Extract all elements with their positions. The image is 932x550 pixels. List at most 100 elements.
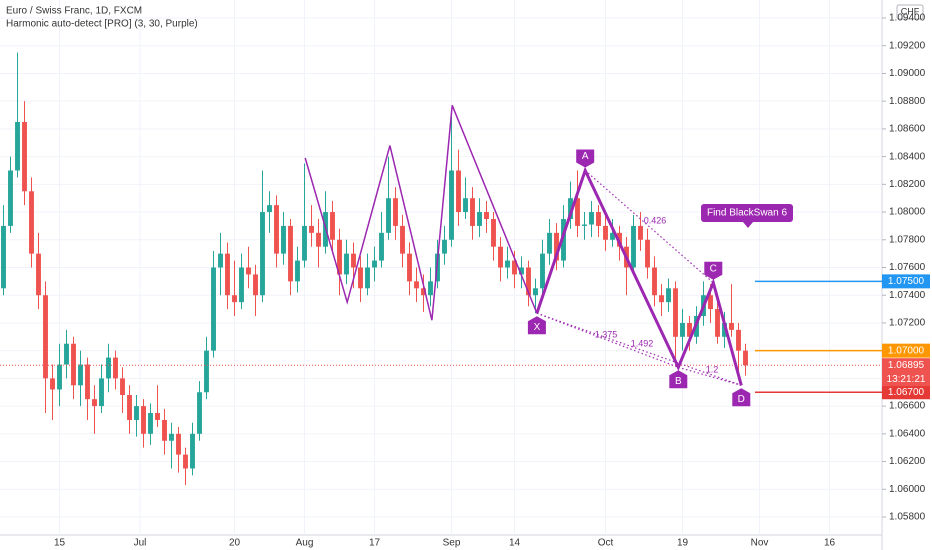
candle-body [337, 239, 342, 275]
candle-body [610, 232, 615, 240]
candle-body [372, 260, 377, 268]
candle-body [477, 212, 482, 226]
x-tick-label: 17 [369, 538, 381, 549]
candle-body [512, 260, 517, 275]
candle-body [218, 253, 223, 268]
candle-body [204, 350, 209, 393]
y-tick-label: 1.08400 [889, 151, 926, 162]
ratio-label: 1.375 [595, 329, 618, 339]
x-tick-label: Jul [134, 538, 147, 549]
candle-body [127, 395, 132, 420]
y-tick-label: 1.07400 [889, 290, 926, 301]
currency-box[interactable] [896, 4, 924, 20]
ratio-label: 1.2 [706, 364, 719, 374]
pattern-label: D [738, 394, 745, 405]
candle-body [365, 267, 370, 289]
candle-body [533, 288, 538, 296]
candle-body [666, 288, 671, 303]
candle-body [463, 198, 468, 213]
y-tick-label: 1.06400 [889, 428, 926, 439]
candle-body [680, 322, 685, 337]
candle-body [106, 357, 111, 379]
candle-body [428, 281, 433, 296]
candle-body [64, 343, 69, 365]
candle-body [120, 378, 125, 396]
candle-body [659, 295, 664, 303]
candle-body [400, 225, 405, 254]
candle-body [484, 212, 489, 219]
candle-body [715, 309, 720, 337]
candle-body [267, 205, 272, 213]
candle-body [71, 343, 76, 386]
candle-body [645, 239, 650, 268]
candle-body [736, 329, 741, 351]
y-tick-label: 1.09200 [889, 40, 926, 51]
ratio-line [584, 170, 714, 284]
y-tick-label: 1.06200 [889, 456, 926, 467]
candle-body [729, 322, 734, 330]
candle-body [708, 295, 713, 310]
candle-body [575, 198, 580, 226]
annotation: Find BlackSwan 6 [707, 208, 787, 219]
candle-body [85, 364, 90, 400]
candle-body [603, 225, 608, 240]
candle-body [225, 253, 230, 296]
currency[interactable]: CHF [901, 6, 920, 16]
pattern-marker [732, 388, 751, 407]
indicator-title: Harmonic auto-detect [PRO] (3, 30, Purpl… [6, 19, 198, 30]
level-price: 1.07000 [888, 345, 925, 356]
y-tick-label: 1.06000 [889, 484, 926, 495]
candle-body [652, 267, 657, 296]
candle-body [29, 191, 34, 254]
candle-body [631, 225, 636, 268]
candle-body [309, 225, 314, 233]
candle-body [344, 253, 349, 275]
candle-body [421, 288, 426, 296]
x-tick-label: Nov [751, 538, 769, 549]
candle-body [379, 232, 384, 261]
candle-body [141, 406, 146, 434]
candle-body [540, 253, 545, 289]
candle-body [722, 322, 727, 337]
x-tick-label: 19 [677, 538, 689, 549]
candle-body [57, 364, 62, 390]
candle-body [232, 295, 237, 303]
candle-body [197, 392, 202, 434]
pattern-marker [527, 316, 546, 335]
candle-body [113, 357, 118, 379]
level-price: 1.07500 [888, 276, 925, 287]
candle-body [274, 205, 279, 254]
level-price: 1.06700 [888, 387, 925, 398]
candle-body [582, 224, 587, 226]
y-tick-label: 1.07600 [889, 262, 926, 273]
pattern-label: A [582, 151, 589, 162]
candle-body [596, 212, 601, 226]
candle-body [148, 413, 153, 434]
y-tick-label: 1.08600 [889, 124, 926, 135]
level-price-box [882, 274, 930, 289]
zigzag-line [304, 105, 538, 321]
candle-body [498, 246, 503, 268]
x-tick-label: Aug [296, 538, 314, 549]
plot [0, 52, 882, 486]
candle-body [568, 198, 573, 219]
candle-body [134, 406, 139, 420]
candle-body [190, 433, 195, 469]
candle-body [8, 170, 13, 226]
y-tick-label: 1.09400 [889, 13, 926, 24]
candle-body [155, 413, 160, 420]
candle-body [78, 364, 83, 386]
ratio-label: 1.492 [631, 338, 654, 348]
candle-body [386, 198, 391, 233]
candle-body [316, 232, 321, 247]
level-price-box [882, 343, 930, 358]
grid [0, 0, 882, 535]
last-price: 1.06895 [888, 360, 925, 371]
y-tick-label: 1.06600 [889, 401, 926, 412]
candle-body [253, 274, 258, 296]
candle-body [1, 225, 6, 289]
ratio-line [678, 366, 742, 386]
x-tick-label: 15 [54, 538, 66, 549]
